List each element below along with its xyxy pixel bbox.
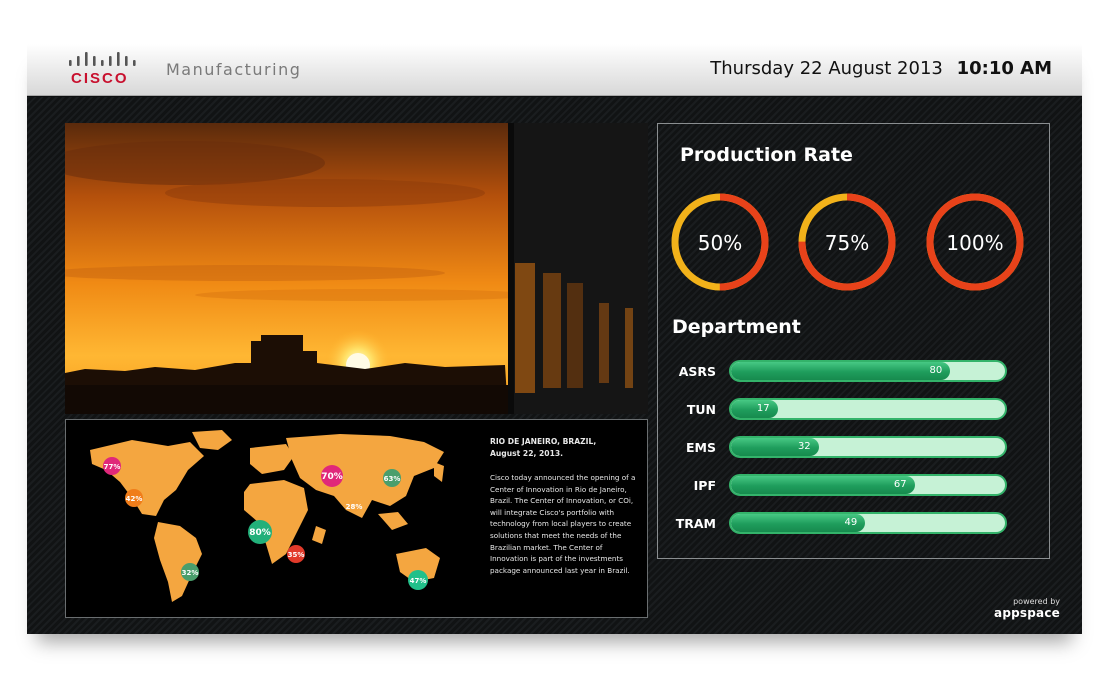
department-bar-track: 67 (729, 474, 1007, 496)
map-marker: 63% (383, 469, 401, 487)
production-rate-title: Production Rate (680, 144, 853, 166)
department-bar-track: 80 (729, 360, 1007, 382)
map-marker-label: 42% (126, 495, 143, 503)
ring-label: 100% (946, 231, 1003, 255)
map-marker: 77% (103, 457, 121, 475)
department-bar-value: 17 (756, 403, 770, 414)
map-marker-label: 47% (410, 577, 427, 585)
map-marker-label: 70% (321, 472, 343, 482)
map-marker-label: 63% (384, 475, 401, 483)
production-ring: 75% (798, 193, 896, 291)
header-bar: CISCO Manufacturing Thursday 22 August 2… (27, 44, 1082, 96)
date-time: Thursday 22 August 2013 10:10 AM (710, 58, 1052, 79)
cisco-bridge-icon (69, 52, 136, 66)
ring-fill (671, 193, 769, 291)
department-bar-track: 49 (729, 512, 1007, 534)
ring-fill (798, 193, 896, 291)
cisco-logo: CISCO (65, 48, 155, 92)
powered-by-badge: powered by appspace (994, 597, 1060, 620)
time-label: 10:10 AM (956, 58, 1052, 79)
department-bar-track: 17 (729, 398, 1007, 420)
department-name: IPF (693, 478, 716, 493)
logo-wordmark: CISCO (71, 70, 129, 87)
map-marker-dot (408, 570, 428, 590)
news-article: RIO DE JANEIRO, BRAZIL, August 22, 2013.… (490, 436, 642, 576)
map-marker-dot (348, 500, 360, 512)
department-row: IPF 67 (658, 474, 1051, 498)
app-title: Manufacturing (166, 60, 302, 79)
world-map-panel: 77% 42% 70% 63% 28% 80% 35% 32% 47% RIO DE JANEI… (65, 419, 648, 618)
map-marker-dot (103, 457, 121, 475)
map-marker: 47% (408, 570, 428, 590)
world-map: 77% 42% 70% 63% 28% 80% 35% 32% 47% (90, 430, 444, 602)
map-marker-label: 28% (346, 503, 363, 511)
news-headline-line2: August 22, 2013. (490, 449, 564, 458)
ring-label: 75% (825, 231, 869, 255)
sunset-photo (65, 123, 648, 414)
content-area: 77% 42% 70% 63% 28% 80% 35% 32% 47% RIO DE JANEI… (27, 97, 1082, 634)
map-marker: 70% (321, 465, 343, 487)
map-marker: 42% (125, 489, 143, 507)
department-bar-fill: 17 (731, 400, 778, 418)
department-row: TUN 17 (658, 398, 1051, 422)
map-marker-label: 32% (182, 569, 199, 577)
department-bar-fill: 32 (731, 438, 819, 456)
map-marker-label: 77% (104, 463, 121, 471)
signage-screen: CISCO Manufacturing Thursday 22 August 2… (27, 44, 1082, 634)
map-marker-dot (287, 545, 305, 563)
department-bar-value: 67 (893, 479, 907, 490)
date-label: Thursday 22 August 2013 (710, 58, 943, 79)
news-headline-line1: RIO DE JANEIRO, BRAZIL, (490, 437, 597, 446)
map-marker-label: 80% (249, 528, 271, 538)
department-row: ASRS 80 (658, 360, 1051, 384)
map-marker-dot (321, 465, 343, 487)
department-name: EMS (686, 440, 716, 455)
production-ring: 50% (671, 193, 769, 291)
map-marker-label: 35% (288, 551, 305, 559)
department-bar-value: 32 (797, 441, 811, 452)
department-name: TRAM (675, 516, 716, 531)
department-name: ASRS (678, 364, 716, 379)
news-headline: RIO DE JANEIRO, BRAZIL, August 22, 2013. (490, 436, 642, 460)
department-bar-fill: 67 (731, 476, 915, 494)
ring-label: 50% (698, 231, 742, 255)
powered-by-label: powered by (1013, 597, 1060, 606)
department-bar-value: 49 (844, 517, 858, 528)
department-bar-fill: 49 (731, 514, 866, 532)
map-marker-dot (181, 563, 199, 581)
map-marker-dot (383, 469, 401, 487)
map-marker-dot (125, 489, 143, 507)
ring-fill (926, 193, 1024, 291)
department-bar-track: 32 (729, 436, 1007, 458)
map-marker: 35% (287, 545, 305, 563)
map-marker: 32% (181, 563, 199, 581)
department-title: Department (672, 316, 801, 338)
news-body: Cisco today announced the opening of a C… (490, 473, 636, 575)
map-marker: 80% (248, 520, 272, 544)
appspace-logo: appspace (994, 606, 1060, 620)
department-bar-value: 80 (929, 365, 943, 376)
department-row: TRAM 49 (658, 512, 1051, 536)
map-marker-dot (248, 520, 272, 544)
stats-panel: Production Rate 50% 75% 100% Department AS… (657, 123, 1050, 559)
map-marker: 28% (346, 500, 363, 512)
production-rate-rings: 50% 75% 100% (671, 193, 1024, 291)
department-name: TUN (686, 402, 716, 417)
department-row: EMS 32 (658, 436, 1051, 460)
department-bar-fill: 80 (731, 362, 951, 380)
production-ring: 100% (926, 193, 1024, 291)
